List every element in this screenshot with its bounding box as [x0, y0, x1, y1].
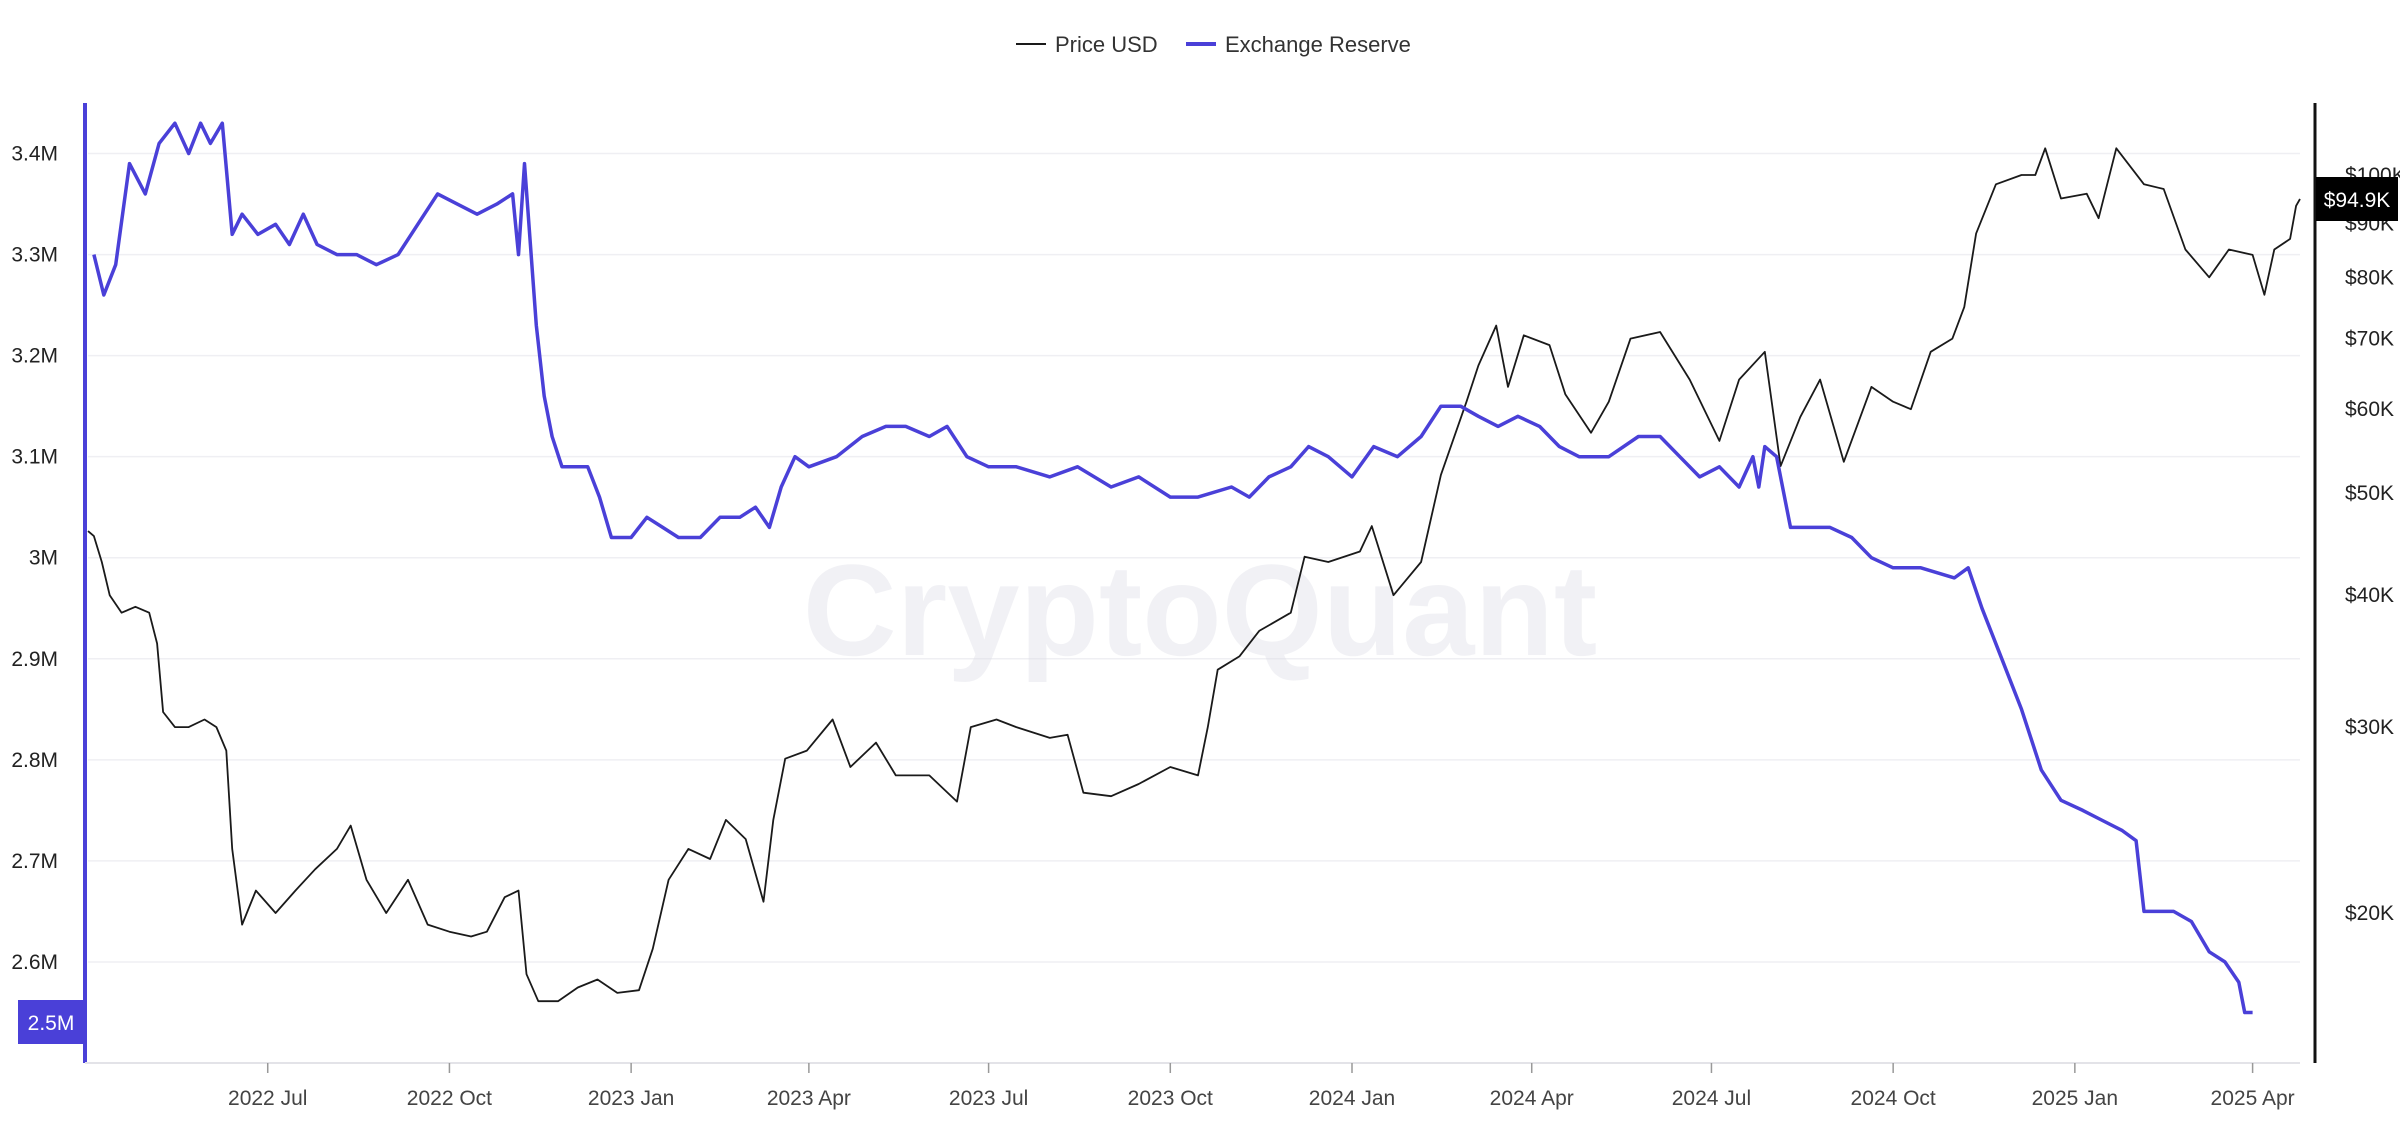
x-tick-label: 2024 Jul [1672, 1087, 1751, 1110]
x-tick-label: 2023 Oct [1128, 1087, 1213, 1110]
right-badge-bg [2316, 177, 2398, 221]
left-axis-ticks: 2.6M 2.7M 2.8M 2.9M 3M 3.1M 3.2M 3.3M 3.4M [11, 143, 58, 974]
grid-lines [88, 152, 2300, 963]
left-badge-text: 2.5M [28, 1012, 75, 1035]
x-tick-label: 2025 Jan [2032, 1087, 2118, 1110]
left-tick-label: 3.1M [11, 446, 58, 469]
price-series-line [87, 147, 2301, 1003]
right-axis-ticks: $20K$30K$40K$50K$60K$70K$80K$90K$100K [2345, 164, 2400, 925]
legend-price-label: Price USD [1055, 32, 1158, 57]
x-tick-label: 2022 Jul [228, 1087, 307, 1110]
left-tick-label: 2.9M [11, 648, 58, 671]
x-tick-label: 2024 Apr [1490, 1087, 1574, 1110]
x-tick-label: 2024 Oct [1851, 1087, 1936, 1110]
x-tick-label: 2025 Apr [2211, 1087, 2295, 1110]
left-tick-label: 3.4M [11, 143, 58, 166]
watermark: CryptoQuant [803, 537, 1597, 683]
right-tick-label: $50K [2345, 482, 2394, 505]
reserve-series-line [92, 121, 2253, 1015]
x-tick-label: 2022 Oct [407, 1087, 492, 1110]
right-tick-label: $60K [2345, 398, 2394, 421]
left-tick-label: 2.8M [11, 749, 58, 772]
x-tick-label: 2023 Apr [767, 1087, 851, 1110]
left-tick-label: 2.6M [11, 951, 58, 974]
x-tick-label: 2024 Jan [1309, 1087, 1395, 1110]
left-tick-label: 3.2M [11, 345, 58, 368]
x-axis-ticks: 2022 Jul 2022 Oct 2023 Jan 2023 Apr 2023 Jul… [228, 1063, 2295, 1110]
legend-reserve-label: Exchange Reserve [1225, 32, 1411, 57]
right-tick-label: $70K [2345, 328, 2394, 351]
legend-item-reserve[interactable]: Exchange Reserve [1186, 32, 1411, 57]
x-tick-label: 2023 Jan [588, 1087, 674, 1110]
legend-item-price[interactable]: Price USD [1016, 32, 1158, 57]
right-tick-label: $80K [2345, 266, 2394, 289]
left-badge-bg [18, 1000, 84, 1044]
right-value-badge: $94.9K [2316, 177, 2398, 221]
legend[interactable]: Price USD Exchange Reserve [1016, 32, 1411, 57]
left-value-badge: 2.5M [18, 1000, 84, 1044]
right-tick-label: $30K [2345, 716, 2394, 739]
left-tick-label: 3M [29, 547, 58, 570]
x-tick-label: 2023 Jul [949, 1087, 1028, 1110]
right-tick-label: $40K [2345, 584, 2394, 607]
left-tick-label: 2.7M [11, 850, 58, 873]
right-badge-text: $94.9K [2324, 189, 2391, 212]
right-tick-label: $20K [2345, 902, 2394, 925]
left-tick-label: 3.3M [11, 244, 58, 267]
